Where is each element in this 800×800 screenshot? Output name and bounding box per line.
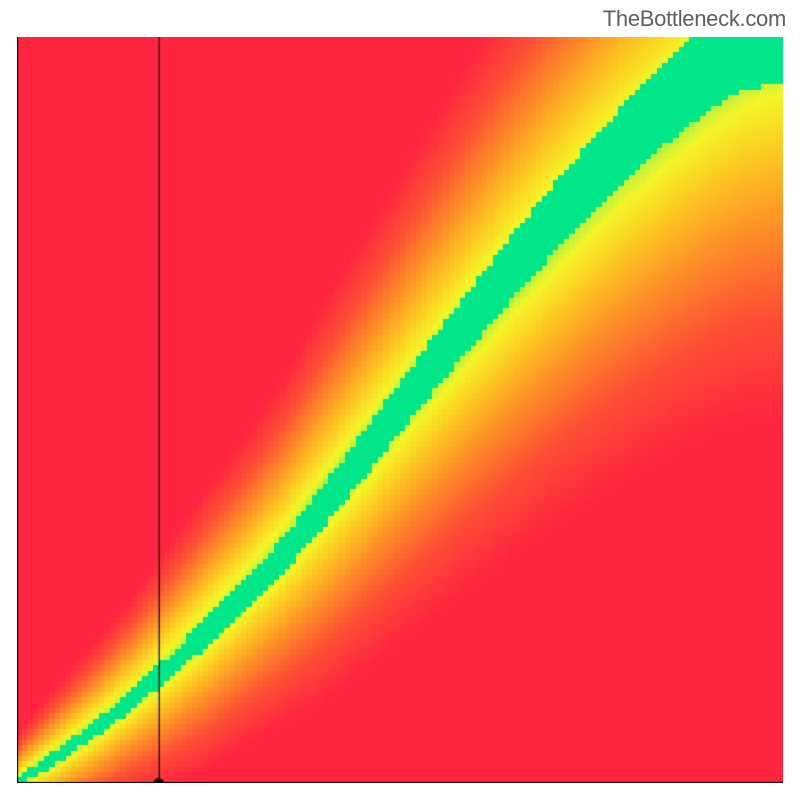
attribution-text: TheBottleneck.com [603, 6, 786, 32]
heatmap-plot [17, 37, 783, 783]
heatmap-canvas [17, 37, 783, 783]
